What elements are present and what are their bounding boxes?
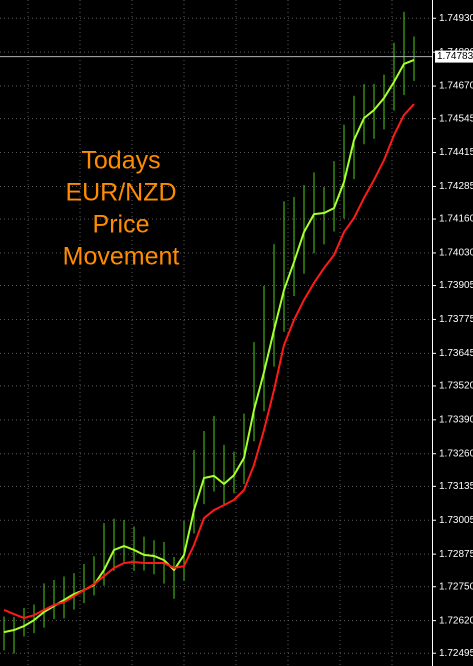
annotation-text: Movement <box>63 243 180 271</box>
y-tick-label: 1.72495 <box>439 648 473 659</box>
y-tick-label: 1.73520 <box>439 381 473 392</box>
y-tick-label: 1.74930 <box>439 13 473 24</box>
y-tick-label: 1.73005 <box>439 515 473 526</box>
annotation-text: Todays <box>81 147 160 175</box>
y-tick-label: 1.73260 <box>439 448 473 459</box>
last-price-box <box>435 50 473 63</box>
y-tick-label: 1.73390 <box>439 414 473 425</box>
y-tick-label: 1.74030 <box>439 248 473 259</box>
y-tick-label: 1.74285 <box>439 181 473 192</box>
y-tick-label: 1.72875 <box>439 549 473 560</box>
y-tick-label: 1.72620 <box>439 615 473 626</box>
y-tick-label: 1.73775 <box>439 314 473 325</box>
annotation-text: Price <box>93 211 150 239</box>
moving-average-line <box>3 59 415 634</box>
annotation-text: EUR/NZD <box>65 179 176 207</box>
y-tick-label: 1.73645 <box>439 348 473 359</box>
y-tick-label: 1.74545 <box>439 113 473 124</box>
moving-average-line <box>3 103 415 620</box>
y-tick-label: 1.73135 <box>439 481 473 492</box>
y-tick-label: 1.74415 <box>439 147 473 158</box>
y-tick-label: 1.73905 <box>439 280 473 291</box>
y-tick-label: 1.74670 <box>439 81 473 92</box>
last-price-label: 1.74783 <box>437 51 473 62</box>
y-tick-label: 1.74160 <box>439 214 473 225</box>
y-tick-label: 1.72750 <box>439 581 473 592</box>
